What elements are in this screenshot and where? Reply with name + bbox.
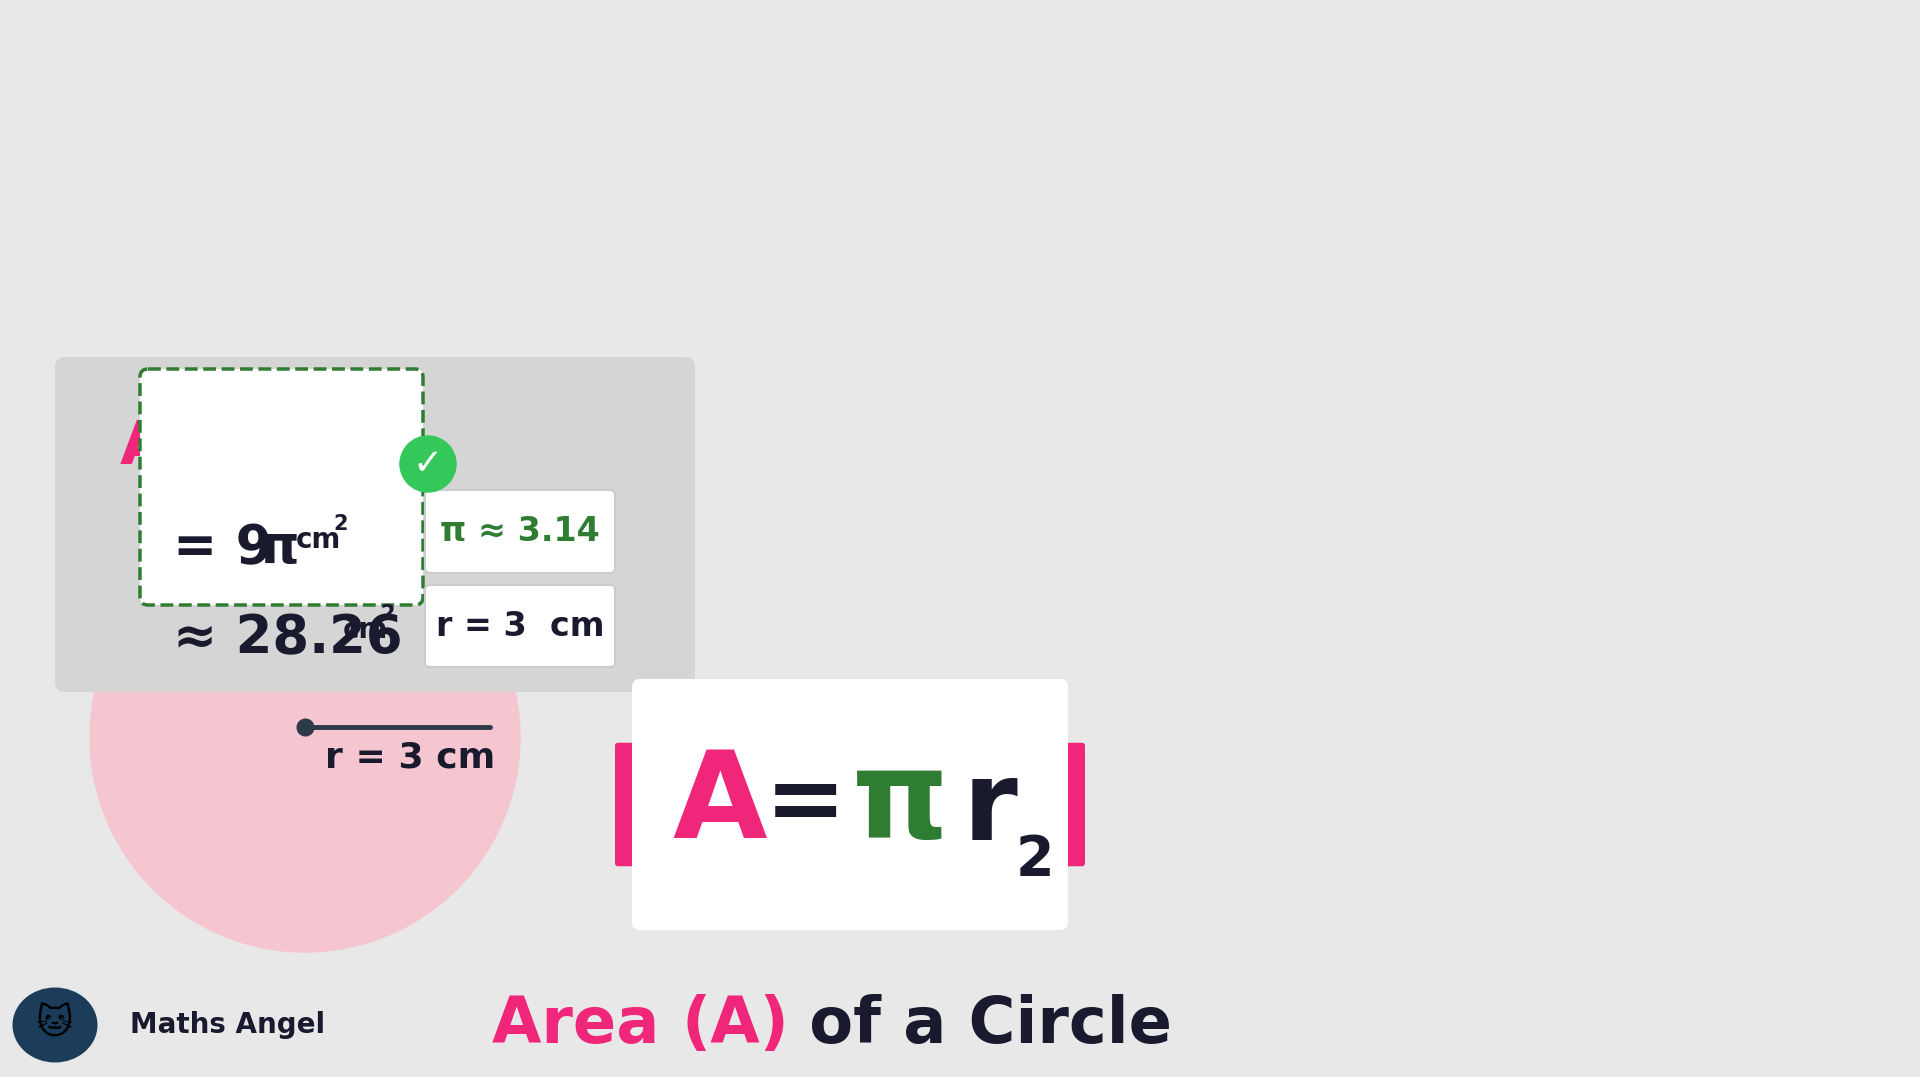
Text: A: A [672,746,768,863]
Text: =: = [764,758,845,851]
Text: Area: Area [492,994,682,1057]
FancyBboxPatch shape [632,679,1068,931]
Text: Maths Angel: Maths Angel [131,1011,324,1039]
Text: = 9: = 9 [173,522,273,574]
FancyBboxPatch shape [614,743,636,866]
Text: π: π [257,522,300,574]
FancyBboxPatch shape [56,356,695,693]
Text: 🐱: 🐱 [36,1008,73,1043]
Text: r = 3 cm: r = 3 cm [324,740,495,774]
Text: A: A [119,419,167,477]
FancyBboxPatch shape [424,585,614,667]
FancyBboxPatch shape [1066,743,1085,866]
Text: r: r [962,756,1018,863]
Text: of a Circle: of a Circle [787,994,1173,1057]
Circle shape [399,436,457,492]
Text: 2: 2 [380,604,394,624]
Text: 2: 2 [1016,833,1054,886]
Text: r: r [244,416,273,473]
FancyBboxPatch shape [140,369,422,605]
Text: ≈ 28.26: ≈ 28.26 [173,612,403,665]
Text: π: π [205,419,253,477]
FancyBboxPatch shape [424,490,614,573]
Text: (A): (A) [682,994,789,1057]
Text: ✓: ✓ [413,447,444,481]
Text: 2: 2 [275,409,298,443]
Text: cm: cm [344,616,388,644]
Text: π ≈ 3.14: π ≈ 3.14 [440,515,599,548]
Text: =: = [165,420,213,476]
Text: π: π [852,746,948,863]
Ellipse shape [13,988,98,1063]
Text: 2: 2 [332,514,348,534]
Text: cm: cm [296,526,342,554]
Text: r = 3  cm: r = 3 cm [436,610,605,643]
Circle shape [90,522,520,952]
